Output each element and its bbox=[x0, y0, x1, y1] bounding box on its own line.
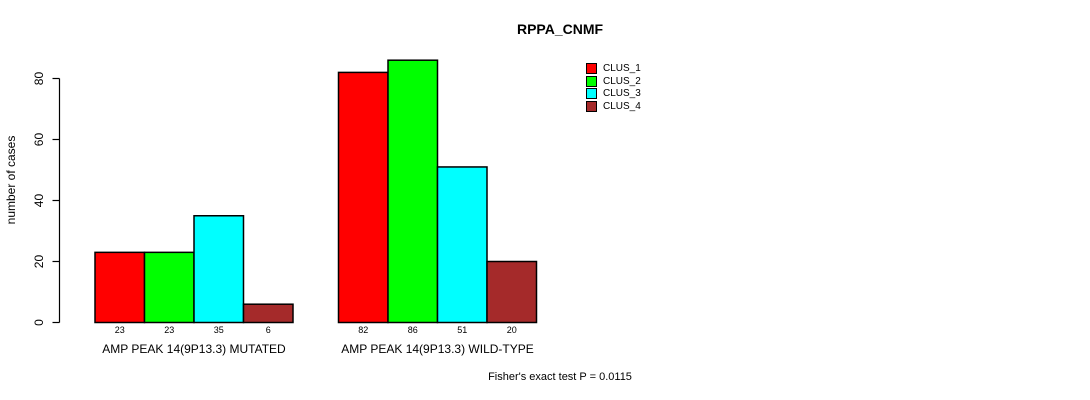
legend-label: CLUS_3 bbox=[603, 88, 641, 100]
bar-value-label: 82 bbox=[358, 325, 368, 335]
y-axis-tick-label: 20 bbox=[32, 255, 46, 269]
bar-CLUS_1-group1 bbox=[94, 251, 146, 324]
bar-value-label: 20 bbox=[507, 325, 517, 335]
legend-swatch bbox=[586, 62, 597, 74]
legend: CLUS_1 CLUS_2 CLUS_3 CLUS_4 bbox=[586, 62, 641, 113]
legend-item-clus_4: CLUS_4 bbox=[586, 100, 641, 113]
x-category-label: AMP PEAK 14(9P13.3) WILD-TYPE bbox=[341, 342, 534, 356]
legend-swatch bbox=[586, 88, 597, 100]
y-axis-tick-label: 80 bbox=[32, 72, 46, 86]
bar-value-label: 23 bbox=[115, 325, 125, 335]
bar-CLUS_2-group2 bbox=[387, 59, 439, 324]
bar-value-label: 51 bbox=[457, 325, 467, 335]
bar-value-label: 86 bbox=[408, 325, 418, 335]
legend-label: CLUS_4 bbox=[603, 101, 641, 113]
y-axis-tick-label: 40 bbox=[32, 194, 46, 208]
legend-swatch bbox=[586, 101, 597, 113]
bar-value-label: 6 bbox=[266, 325, 271, 335]
bar-CLUS_1-group2 bbox=[337, 71, 389, 324]
chart-title: RPPA_CNMF bbox=[516, 21, 604, 37]
legend-item-clus_3: CLUS_3 bbox=[586, 88, 641, 101]
legend-label: CLUS_1 bbox=[603, 62, 641, 74]
bar-CLUS_4-group1 bbox=[242, 303, 294, 324]
legend-item-clus_2: CLUS_2 bbox=[586, 75, 641, 88]
bar-CLUS_3-group2 bbox=[436, 166, 488, 324]
legend-label: CLUS_2 bbox=[603, 75, 641, 87]
bar-value-label: 23 bbox=[164, 325, 174, 335]
x-category-label: AMP PEAK 14(9P13.3) MUTATED bbox=[102, 342, 286, 356]
legend-swatch bbox=[586, 75, 597, 87]
y-axis-tick-label: 0 bbox=[32, 319, 46, 326]
bar-value-label: 35 bbox=[214, 325, 224, 335]
bar-CLUS_3-group1 bbox=[193, 215, 245, 324]
bar-CLUS_2-group1 bbox=[143, 251, 195, 324]
y-axis-tick-label: 60 bbox=[32, 133, 46, 147]
fisher-test-annotation: Fisher's exact test P = 0.0115 bbox=[488, 371, 632, 383]
legend-item-clus_1: CLUS_1 bbox=[586, 62, 641, 75]
bar-CLUS_4-group2 bbox=[486, 260, 538, 324]
